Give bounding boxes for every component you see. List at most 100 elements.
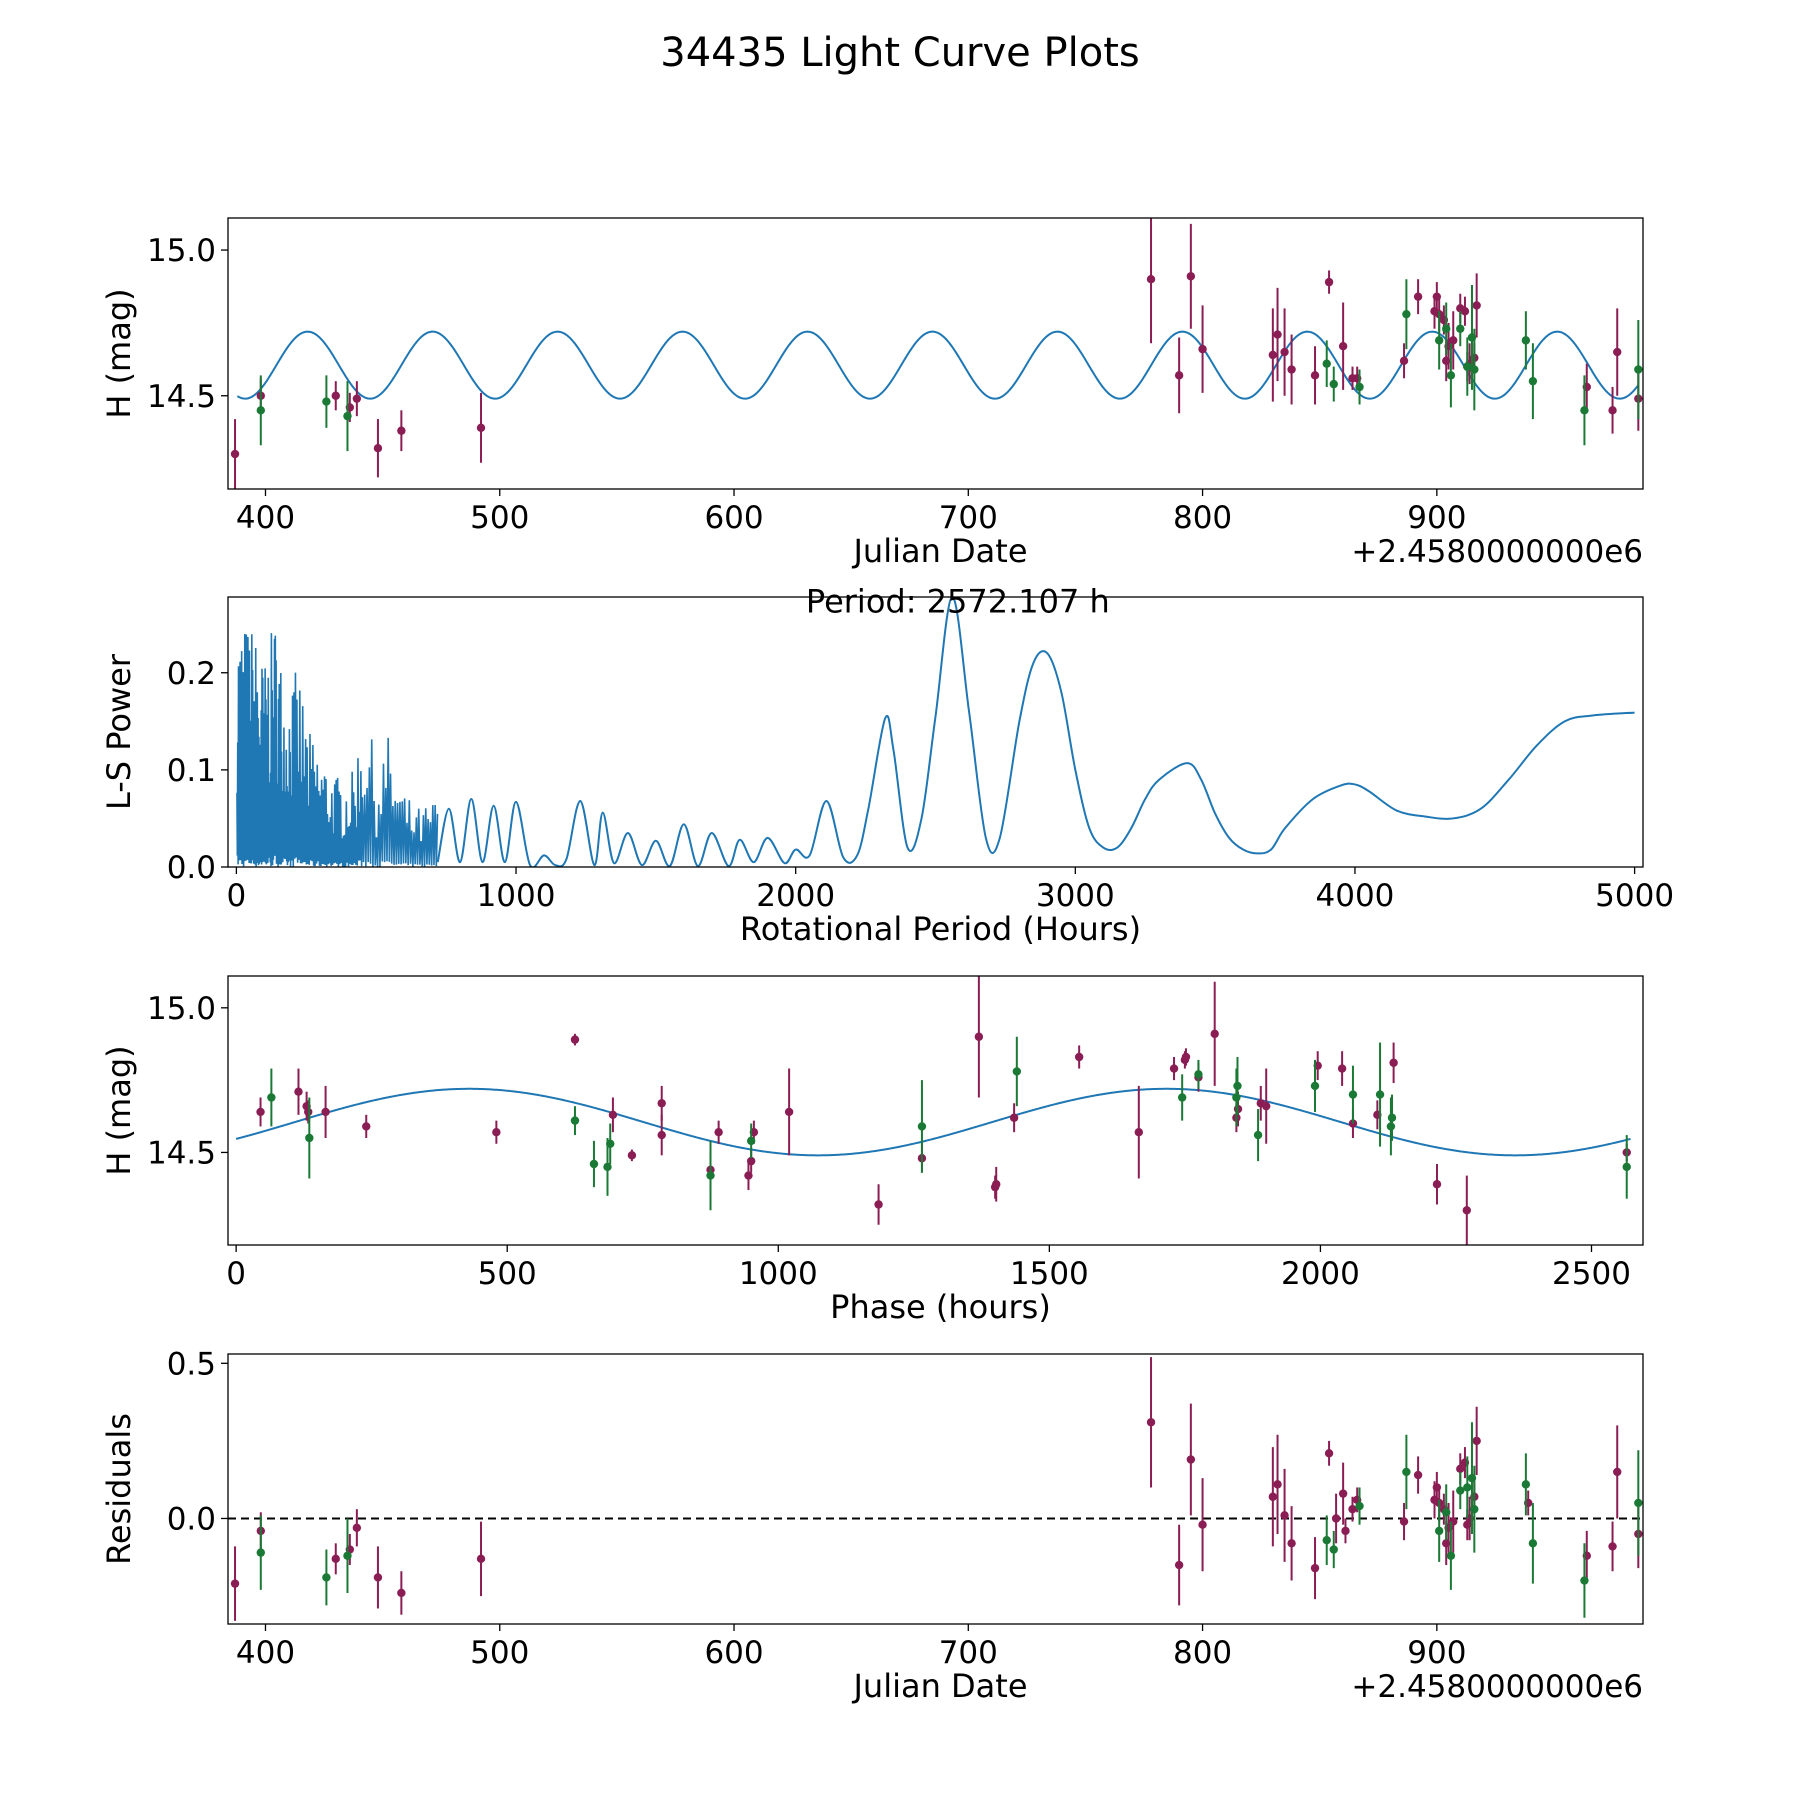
residuals-point-magenta [1273,1480,1282,1489]
lightcurve-panel: 400 500 600 700 800 900 14.5 15.0 Julian Date H (… [100,217,1644,570]
residuals-point-green [1580,1576,1589,1585]
residuals-point-magenta [352,1523,362,1532]
lightcurve-ytick-label: 15.0 [147,233,216,269]
residuals-point-magenta [1348,1504,1357,1514]
residuals-point-magenta [1280,1511,1289,1520]
lightcurve-point-magenta [1472,301,1481,310]
lightcurve-xtick-label: 700 [939,500,998,536]
residuals-point-green [1521,1480,1531,1489]
phased-point-green [706,1171,715,1180]
phased-point-green [1232,1093,1241,1102]
residuals-xlabel: Julian Date [851,1667,1027,1705]
lightcurve-xtick-label: 800 [1173,500,1232,536]
phased-point-magenta [294,1087,303,1096]
phased-xtick-label: 500 [478,1256,537,1292]
residuals-point-green [343,1551,352,1560]
phased-xtick-label: 2500 [1552,1256,1631,1292]
lightcurve-points [230,218,1643,489]
phased-point-magenta [657,1099,666,1108]
phased-point-magenta [362,1122,371,1131]
residuals-point-magenta [1341,1526,1350,1536]
phased-point-green [570,1116,580,1125]
residuals-point-green [1402,1467,1411,1477]
lightcurve-point-magenta [1324,277,1334,287]
phased-point-green [746,1136,756,1146]
phased-point-magenta [608,1110,618,1120]
lightcurve-point-magenta [373,444,383,453]
residuals-point-magenta [476,1554,486,1564]
residuals-panel: 400 500 600 700 800 900 0.0 0.5 Julian Date Resid… [100,1346,1644,1705]
lightcurve-xtick-label: 900 [1407,500,1466,536]
residuals-xtick-label: 500 [470,1635,529,1671]
phased-xlabel: Phase (hours) [830,1288,1051,1326]
phased-point-magenta [1169,1064,1179,1073]
periodogram-noise-line [236,633,439,867]
lightcurve-point-green [1580,406,1589,415]
phased-point-magenta [992,1180,1001,1189]
residuals-offset-label: +2.4580000000e6 [1351,1669,1643,1705]
lightcurve-point-magenta [1198,344,1207,354]
lightcurve-point-green [1434,336,1444,345]
phased-point-green [589,1159,599,1169]
periodogram-ytick-label: 0.0 [167,850,216,886]
residuals-ytick-label: 0.0 [167,1501,216,1537]
residuals-xtick-label: 900 [1407,1635,1466,1671]
lightcurve-point-magenta [1449,336,1458,345]
phased-point-magenta [256,1107,265,1117]
periodogram-xtick-label: 2000 [756,878,835,914]
residuals-ytick-label: 0.5 [167,1346,216,1382]
lightcurve-point-magenta [397,426,406,435]
lightcurve-point-magenta [1273,330,1282,339]
residuals-point-magenta [1174,1560,1184,1570]
phased-point-magenta [1462,1206,1472,1215]
lightcurve-point-green [256,406,265,415]
phased-point-green [1310,1081,1320,1091]
lightcurve-point-magenta [331,391,340,400]
lightcurve-point-magenta [1174,371,1184,380]
phased-point-green [305,1133,314,1143]
phased-point-magenta [1389,1058,1398,1067]
lightcurve-point-green [1402,309,1411,319]
residuals-ylabel: Residuals [100,1413,138,1565]
phased-point-magenta [1432,1180,1442,1189]
phased-point-magenta [784,1107,794,1117]
lightcurve-point-magenta [1310,371,1320,380]
phased-point-magenta [874,1200,883,1209]
phased-point-magenta [570,1035,580,1044]
phased-point-magenta [321,1107,330,1117]
residuals-point-green [1355,1501,1364,1511]
residuals-point-magenta [1287,1539,1296,1548]
lightcurve-point-green [1463,362,1472,371]
phased-point-green [1348,1090,1358,1099]
phased-point-magenta [1210,1029,1219,1039]
lightcurve-point-green [1322,359,1331,368]
periodogram-xtick-label: 5000 [1595,878,1674,914]
lightcurve-axes-frame [227,217,1644,490]
lightcurve-point-green [1329,379,1338,389]
residuals-point-magenta [230,1579,240,1588]
residuals-point-magenta [1456,1464,1465,1474]
phased-point-magenta [1337,1064,1347,1073]
residuals-point-green [1470,1504,1479,1514]
residuals-xtick-label: 800 [1173,1635,1232,1671]
residuals-point-magenta [1413,1470,1423,1480]
lightcurve-xtick-label: 600 [704,500,763,536]
residuals-point-green [1329,1545,1338,1554]
lightcurve-xlabel: Julian Date [851,532,1027,570]
periodogram-xtick-label: 0 [227,878,247,914]
residuals-axes-frame [227,1353,1644,1625]
phased-point-green [606,1139,615,1148]
lightcurve-point-magenta [1399,356,1409,365]
figure-title: 34435 Light Curve Plots [660,30,1139,76]
lightcurve-point-green [1470,365,1479,374]
phased-point-green [1012,1067,1022,1076]
periodogram-xtick-label: 3000 [1036,878,1115,914]
residuals-xtick-label: 400 [236,1635,295,1671]
lightcurve-point-green [1456,324,1465,333]
residuals-point-green [256,1548,265,1557]
lightcurve-xtick-label: 500 [470,500,529,536]
lightcurve-point-green [1528,376,1538,386]
residuals-point-magenta [1186,1455,1196,1464]
residuals-point-magenta [397,1588,406,1598]
lightcurve-model-curve [236,330,1640,400]
